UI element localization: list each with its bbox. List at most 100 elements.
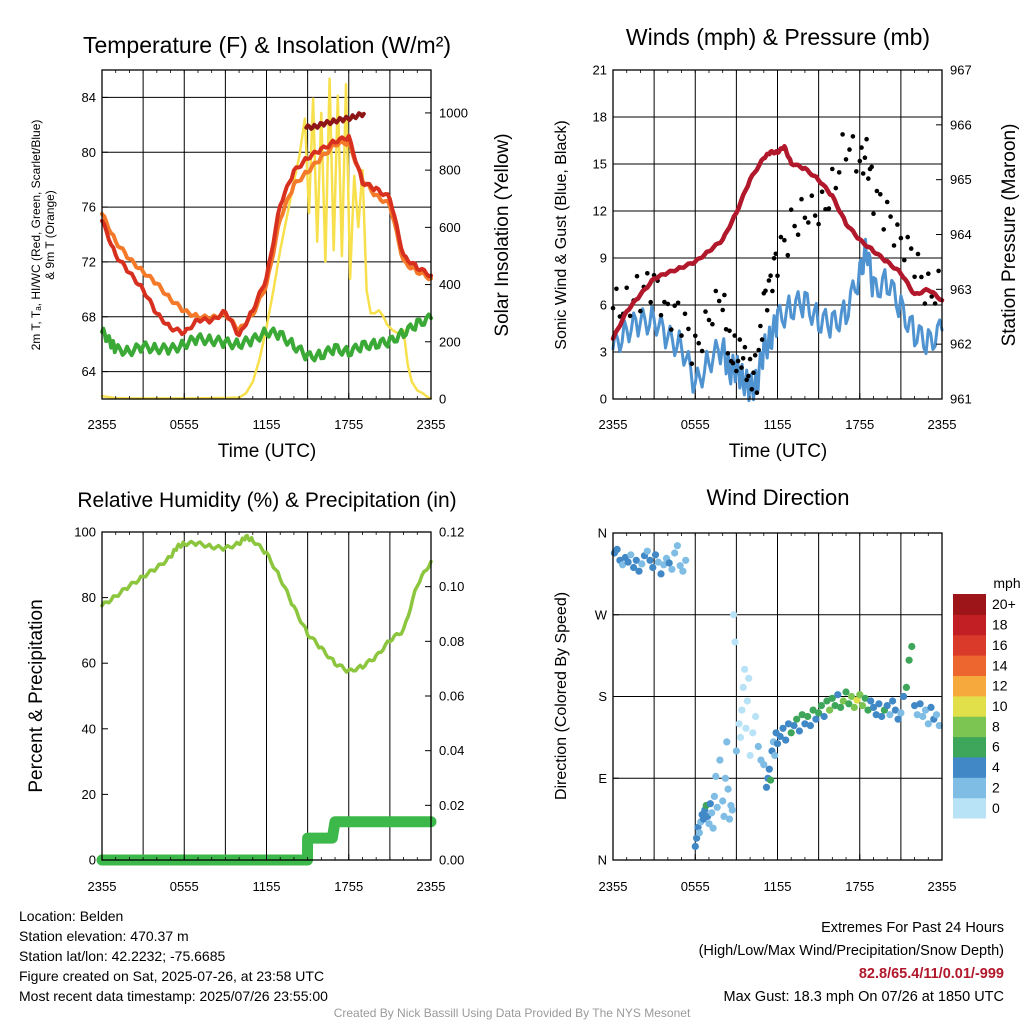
direction-point	[691, 842, 699, 851]
recent-timestamp: Most recent data timestamp: 2025/07/26 2…	[19, 988, 328, 1004]
winds-gust-point	[826, 206, 832, 211]
winds-title: Winds (mph) & Pressure (mb)	[626, 24, 930, 50]
direction-point	[919, 712, 927, 721]
rh-y2tick-label: 0.10	[439, 579, 464, 594]
winds-xtick-label: 1155	[764, 417, 792, 432]
winds-gust-point	[686, 326, 691, 332]
winds-y2label: Station Pressure (Maroon)	[999, 124, 1020, 347]
direction-point	[765, 765, 773, 773]
winds-xlabel: Time (UTC)	[729, 441, 828, 462]
direction-point	[806, 722, 815, 730]
winds-gust-point	[737, 337, 743, 342]
winds-gust-point	[936, 268, 941, 274]
winds-grid	[613, 70, 942, 399]
direction-point	[845, 700, 853, 708]
direction-ytick-label: N	[598, 853, 607, 868]
winds-gust-point	[905, 234, 910, 240]
direction-xtick-label: 2355	[599, 879, 628, 894]
temperature-y2tick-label: 600	[439, 220, 461, 235]
rh-panel: Relative Humidity (%) & Precipitation (i…	[26, 489, 464, 894]
winds-gust-point	[696, 340, 701, 346]
winds-gust-point	[771, 255, 777, 261]
winds-gust-point	[706, 317, 712, 323]
colorbar-label: 2	[992, 780, 1000, 796]
winds-gust-point	[881, 227, 886, 232]
station-elevation: Station elevation: 470.37 m	[19, 928, 189, 944]
colorbar-swatch	[953, 655, 986, 676]
winds-gust-point	[645, 271, 650, 276]
winds-ticks: 2355 0555 1155 1755 2355 0 3 6 9 12 15 18 21 961 962 96…	[593, 63, 972, 433]
extremes-title: Extremes For Past 24 Hours	[821, 920, 1004, 936]
direction-point	[754, 742, 762, 751]
winds-series	[610, 132, 945, 403]
rh-ylabel: Percent & Precipitation	[26, 599, 47, 792]
winds-gust-point	[773, 251, 779, 257]
colorbar-label: 16	[992, 637, 1008, 653]
colorbar-swatch	[953, 797, 986, 819]
colorbar-label: 8	[992, 718, 1000, 734]
temperature-series-2m-t	[100, 133, 433, 338]
temperature-series-solar	[100, 77, 433, 400]
winds-series-pressure	[610, 143, 945, 341]
direction-point	[793, 715, 801, 723]
temperature-ticks: 2355 0555 1155 1755 2355 64 68 72 76 80 84 0 200 400 6…	[82, 70, 468, 432]
direction-point	[643, 547, 651, 555]
direction-point	[660, 561, 668, 569]
winds-gust-point	[806, 220, 811, 225]
temperature-ylabel-line2: & 9m T (Orange)	[43, 190, 57, 280]
winds-gust-point	[799, 196, 804, 202]
direction-point	[745, 674, 753, 682]
direction-point	[632, 556, 640, 564]
temperature-xtick-label: 0555	[170, 417, 199, 432]
winds-gust-point	[864, 136, 869, 142]
temperature-xtick-label: 1155	[253, 417, 281, 432]
winds-gust-point	[713, 288, 719, 294]
winds-y2tick-label: 963	[950, 282, 972, 297]
direction-point	[911, 702, 919, 710]
direction-point	[850, 703, 858, 712]
winds-gust-point	[693, 333, 698, 339]
winds-gust-point	[888, 214, 893, 219]
winds-y2tick-label: 966	[950, 117, 972, 132]
winds-gust-point	[662, 299, 667, 305]
winds-ytick-label: 15	[593, 157, 607, 172]
direction-point	[784, 720, 793, 728]
winds-gust-point	[816, 221, 821, 227]
direction-point	[798, 711, 806, 719]
winds-gust-point	[932, 301, 938, 306]
direction-point	[932, 711, 941, 719]
direction-point	[817, 702, 826, 710]
direction-point	[736, 733, 745, 742]
winds-gust-point	[869, 164, 874, 170]
colorbar-label: 14	[992, 657, 1008, 673]
direction-point	[809, 706, 817, 714]
direction-point	[673, 542, 682, 550]
winds-gust-point	[898, 235, 904, 241]
winds-gust-point	[850, 134, 856, 139]
direction-point	[767, 776, 775, 784]
direction-point	[613, 545, 621, 554]
direction-ticks: 2355 0555 1155 1755 2355 N E S W N	[595, 526, 957, 895]
winds-gust-point	[722, 292, 727, 298]
direction-point	[749, 729, 757, 737]
direction-point	[905, 656, 913, 664]
direction-point	[713, 803, 721, 811]
direction-point	[646, 556, 654, 564]
winds-gust-point	[716, 298, 722, 304]
winds-gust-point	[871, 211, 876, 216]
direction-point	[864, 706, 872, 714]
credit-line: Created By Nick Bassill Using Data Provi…	[333, 1006, 691, 1020]
winds-gust-point	[775, 273, 780, 279]
direction-point	[624, 558, 632, 566]
direction-point	[861, 694, 869, 702]
winds-gust-point	[788, 207, 794, 212]
colorbar-swatch	[953, 716, 986, 738]
winds-ytick-label: 9	[600, 251, 607, 266]
winds-gust-point	[785, 252, 791, 258]
direction-point	[837, 703, 845, 712]
direction-point	[826, 706, 834, 714]
winds-gust-point	[778, 234, 784, 240]
rh-y2tick-label: 0.08	[439, 634, 464, 649]
winds-gust-point	[740, 356, 746, 361]
colorbar-label: 18	[992, 617, 1008, 633]
